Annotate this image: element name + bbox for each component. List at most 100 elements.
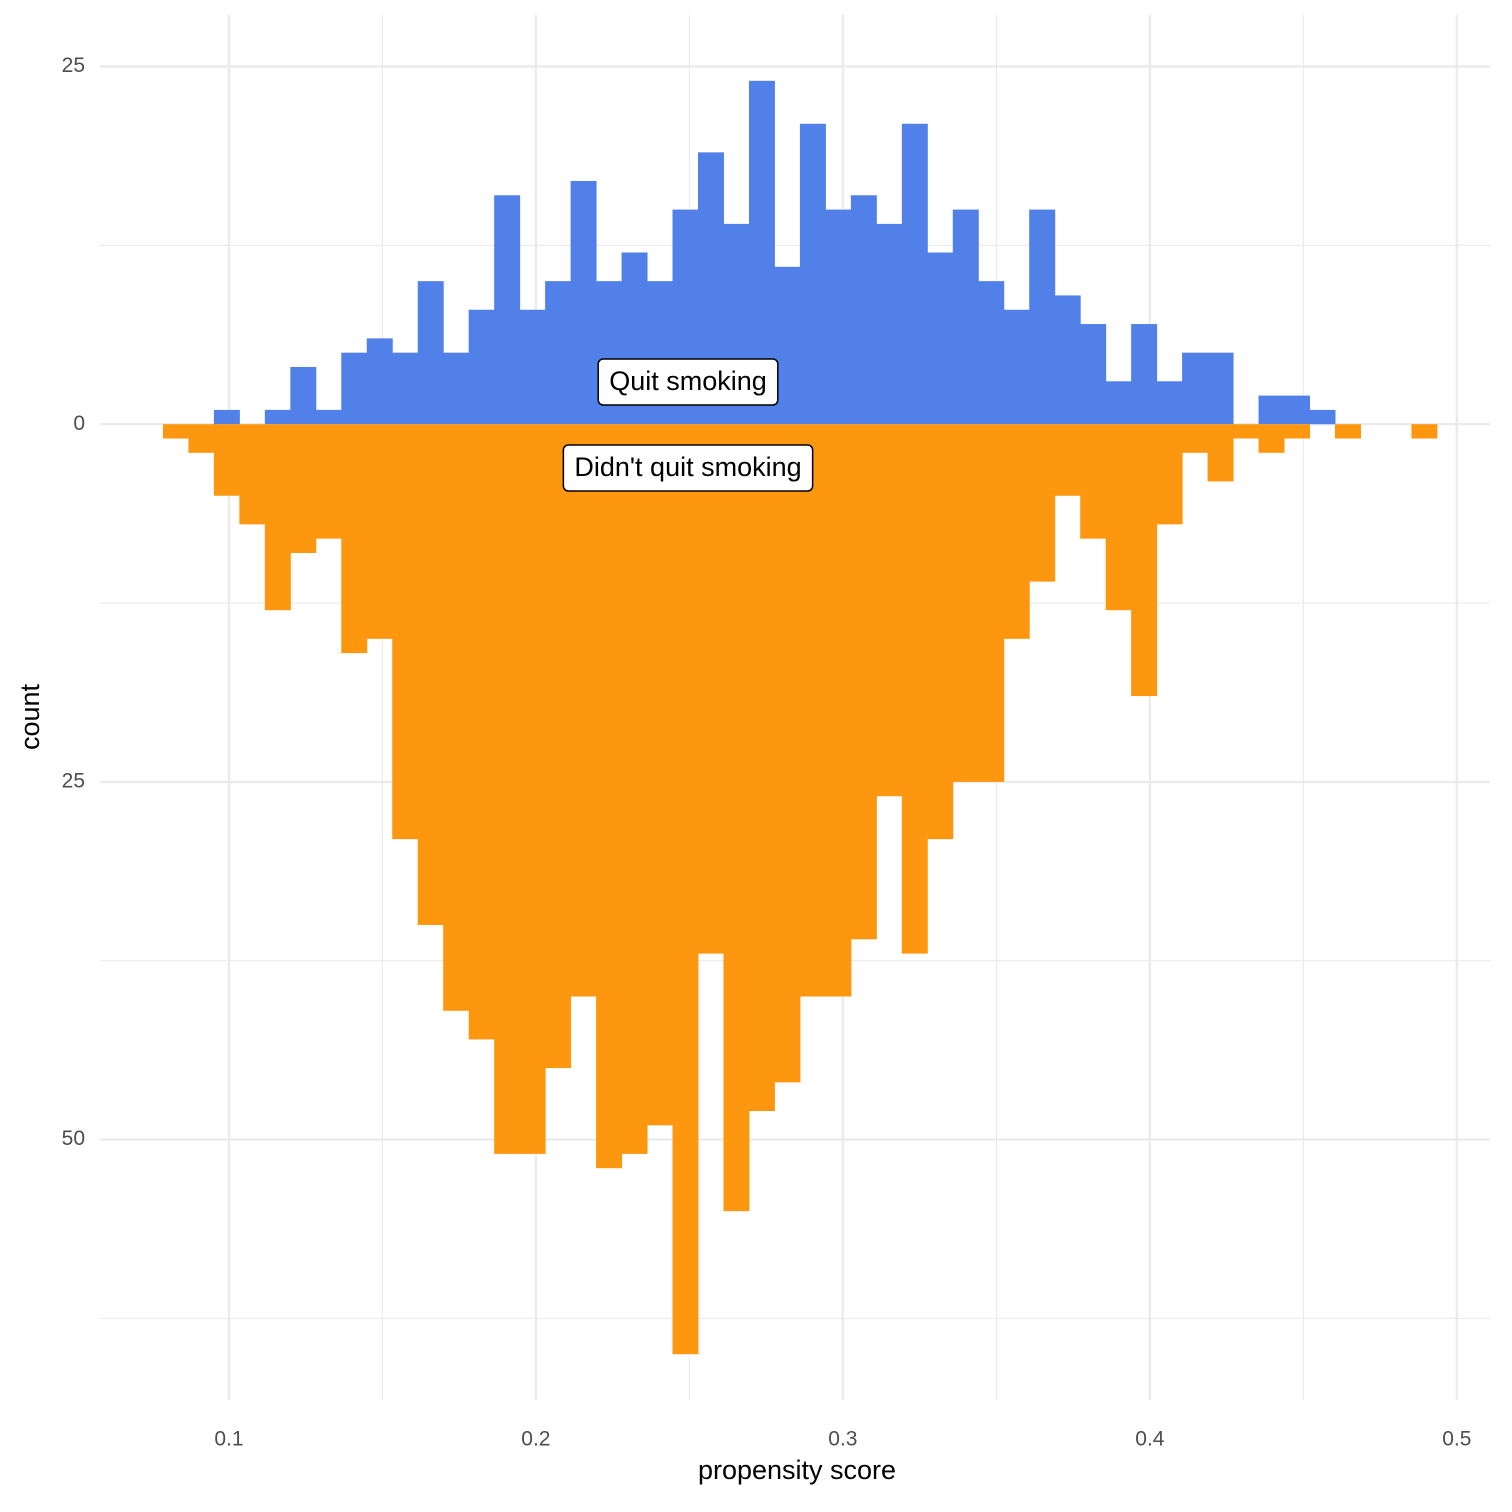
histogram-bar bbox=[315, 409, 342, 425]
histogram-bar bbox=[621, 424, 648, 1154]
histogram-bar bbox=[876, 424, 903, 797]
histogram-bar bbox=[1156, 381, 1183, 425]
histogram-bar bbox=[468, 309, 495, 425]
x-tick-label: 0.2 bbox=[521, 1428, 550, 1451]
y-tick-label: 25 bbox=[62, 769, 85, 792]
histogram-bar bbox=[876, 223, 903, 425]
histogram-bar bbox=[366, 338, 393, 425]
histogram-bar bbox=[774, 424, 801, 1083]
histogram-bar bbox=[1156, 424, 1183, 525]
histogram-bar bbox=[1131, 324, 1158, 425]
histogram-bar bbox=[545, 281, 572, 425]
histogram-bar bbox=[264, 424, 291, 611]
histogram-bar bbox=[417, 281, 444, 425]
histogram-bar bbox=[519, 424, 546, 1154]
x-axis-title: propensity score bbox=[698, 1455, 896, 1485]
histogram-bar bbox=[315, 424, 342, 539]
histogram-bar bbox=[290, 366, 317, 425]
histogram-bar bbox=[952, 424, 979, 782]
histogram-bar bbox=[494, 424, 521, 1154]
histogram-bar bbox=[1080, 324, 1107, 425]
histogram-bar bbox=[213, 424, 240, 496]
histogram-bar bbox=[901, 123, 928, 425]
histogram-bar bbox=[1284, 395, 1310, 425]
histogram-bar bbox=[1105, 424, 1132, 611]
histogram-bar bbox=[825, 209, 852, 425]
annotation-label: Quit smoking bbox=[609, 366, 767, 396]
histogram-bar bbox=[366, 424, 393, 639]
annotation-box bbox=[562, 444, 814, 492]
histogram-bar bbox=[799, 424, 826, 997]
histogram-bar bbox=[825, 424, 852, 997]
histogram-bar bbox=[392, 424, 419, 840]
histogram-bar bbox=[1054, 424, 1081, 496]
annotation-label: Didn't quit smoking bbox=[574, 452, 801, 482]
histogram-bar bbox=[952, 209, 979, 425]
histogram-bar bbox=[264, 409, 291, 425]
histogram-bar bbox=[341, 352, 368, 425]
histogram-bar bbox=[1182, 424, 1209, 453]
histogram-bar bbox=[341, 424, 368, 654]
annotation: Quit smoking bbox=[597, 358, 779, 406]
histogram-bar bbox=[1258, 395, 1285, 425]
histogram-bar bbox=[392, 352, 419, 425]
histogram-bar bbox=[901, 424, 928, 954]
histogram-bar bbox=[570, 180, 597, 425]
histogram-bar bbox=[647, 424, 674, 1126]
histogram-bar bbox=[1411, 424, 1438, 439]
histogram-bar bbox=[494, 195, 521, 425]
x-tick-label: 0.5 bbox=[1442, 1428, 1471, 1451]
histogram-bar bbox=[1080, 424, 1107, 539]
histogram-bar bbox=[774, 266, 801, 425]
histogram-bar bbox=[290, 424, 317, 553]
y-axis-title: count bbox=[15, 683, 45, 750]
y-tick-label: 25 bbox=[62, 54, 85, 77]
x-tick-label: 0.1 bbox=[214, 1428, 243, 1451]
histogram-bar bbox=[723, 424, 750, 1212]
histogram-bar bbox=[570, 424, 597, 997]
histogram-bar bbox=[1207, 352, 1234, 425]
histogram-bar bbox=[978, 424, 1005, 782]
histogram-bar bbox=[1054, 295, 1081, 425]
histogram-bar bbox=[213, 409, 240, 425]
x-tick-label: 0.4 bbox=[1135, 1428, 1165, 1451]
histogram-bar bbox=[519, 309, 546, 425]
histogram-bar bbox=[927, 424, 954, 840]
histogram-bar bbox=[1029, 424, 1056, 582]
histogram-bar bbox=[1334, 424, 1361, 439]
histogram-bar bbox=[1284, 424, 1310, 439]
y-tick-label: 50 bbox=[62, 1127, 85, 1150]
histogram-bar bbox=[1233, 424, 1260, 439]
histogram-bar bbox=[1131, 424, 1158, 697]
histogram-bar bbox=[850, 424, 877, 940]
histogram-bar bbox=[1029, 209, 1056, 425]
histogram-bar bbox=[545, 424, 572, 1069]
histogram-bar bbox=[748, 424, 775, 1111]
histogram-bar bbox=[162, 424, 189, 439]
histogram-bar bbox=[672, 424, 699, 1355]
annotation: Didn't quit smoking bbox=[562, 444, 814, 492]
histogram-bar bbox=[850, 195, 877, 425]
histogram-bar bbox=[443, 352, 470, 425]
annotation-box bbox=[597, 358, 779, 406]
x-tick-label: 0.3 bbox=[828, 1428, 857, 1451]
histogram-bar bbox=[468, 424, 495, 1040]
y-tick-label: 0 bbox=[73, 412, 85, 435]
histogram-bar bbox=[1258, 424, 1285, 453]
histogram-bar bbox=[697, 424, 724, 954]
histogram-bar bbox=[1309, 409, 1336, 425]
histogram-bar bbox=[799, 123, 826, 425]
histogram-bar bbox=[978, 281, 1005, 425]
histogram-bar bbox=[188, 424, 215, 453]
histogram-bar bbox=[596, 424, 623, 1169]
histogram-bar bbox=[1105, 381, 1132, 425]
histogram-bar bbox=[1003, 424, 1030, 639]
histogram-bar bbox=[239, 424, 266, 525]
histogram-bar bbox=[927, 252, 954, 425]
histogram-bar bbox=[1182, 352, 1209, 425]
histogram-bar bbox=[443, 424, 470, 1011]
histogram-bar bbox=[417, 424, 444, 925]
histogram-bar bbox=[1207, 424, 1234, 482]
histogram-bar bbox=[1003, 309, 1030, 425]
